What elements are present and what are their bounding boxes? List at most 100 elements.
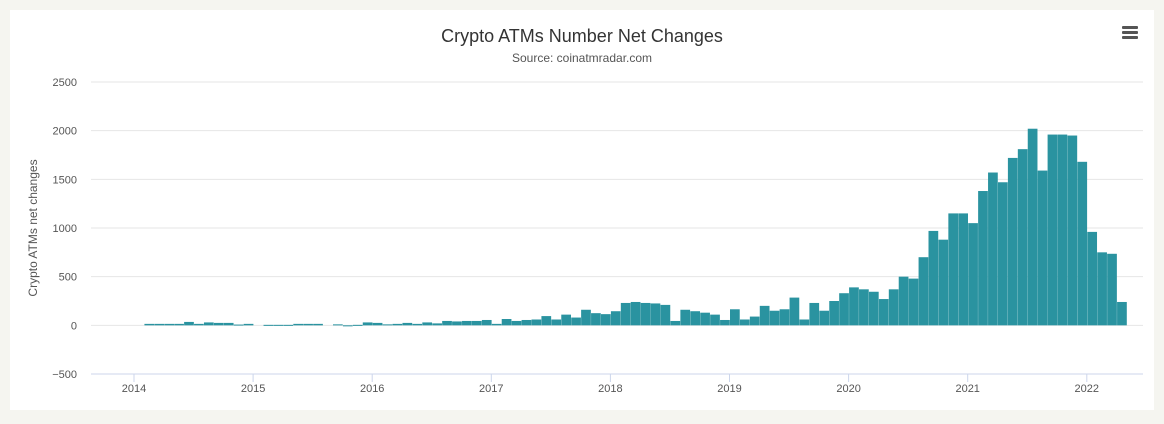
bar[interactable] <box>1077 161 1088 326</box>
bar[interactable] <box>640 302 651 326</box>
bar[interactable] <box>273 324 284 326</box>
bar[interactable] <box>342 325 353 327</box>
bar[interactable] <box>789 297 800 326</box>
bar[interactable] <box>1017 149 1028 326</box>
bar[interactable] <box>194 323 204 326</box>
bar[interactable] <box>1037 170 1048 326</box>
bar[interactable] <box>928 230 939 326</box>
bar[interactable] <box>720 319 730 326</box>
bar[interactable] <box>333 324 343 326</box>
bar[interactable] <box>402 322 413 326</box>
bar[interactable] <box>352 324 363 326</box>
bar[interactable] <box>839 293 849 326</box>
bar[interactable] <box>690 311 701 326</box>
bar[interactable] <box>799 319 810 326</box>
bar[interactable] <box>918 257 929 326</box>
bar[interactable] <box>1057 134 1068 326</box>
bar[interactable] <box>551 319 562 326</box>
bar[interactable] <box>948 213 959 326</box>
bar[interactable] <box>1007 157 1018 326</box>
bar[interactable] <box>878 299 889 326</box>
bar[interactable] <box>412 323 423 326</box>
bar[interactable] <box>1067 135 1078 326</box>
chart-subtitle: Source: coinatmradar.com <box>511 51 653 65</box>
bar[interactable] <box>779 309 790 326</box>
bar[interactable] <box>581 309 591 326</box>
bar[interactable] <box>491 323 502 326</box>
bar[interactable] <box>571 317 581 326</box>
bar[interactable] <box>243 323 254 326</box>
bar[interactable] <box>1047 134 1058 326</box>
chart-card: Crypto ATMs Number Net Changes Source: c… <box>10 10 1154 410</box>
bar[interactable] <box>978 191 988 326</box>
hamburger-menu-icon[interactable] <box>1118 22 1142 42</box>
bar[interactable] <box>849 287 859 326</box>
bar[interactable] <box>313 323 323 326</box>
bar[interactable] <box>769 310 780 326</box>
bar[interactable] <box>531 319 542 326</box>
bar[interactable] <box>521 319 532 326</box>
bar[interactable] <box>164 323 174 326</box>
bar[interactable] <box>620 302 631 326</box>
bar[interactable] <box>829 301 839 326</box>
bar[interactable] <box>700 312 710 326</box>
bar[interactable] <box>809 302 820 326</box>
bar[interactable] <box>283 324 294 326</box>
bar[interactable] <box>422 322 433 326</box>
bar[interactable] <box>610 311 621 326</box>
bar[interactable] <box>908 278 919 326</box>
bar[interactable] <box>442 320 452 326</box>
bar[interactable] <box>501 319 512 326</box>
bar[interactable] <box>1117 301 1127 326</box>
bar[interactable] <box>958 213 968 326</box>
bar[interactable] <box>1027 128 1038 326</box>
bar[interactable] <box>997 182 1008 326</box>
bar[interactable] <box>462 320 472 326</box>
bar[interactable] <box>670 320 681 326</box>
bar[interactable] <box>233 324 244 326</box>
bar[interactable] <box>213 322 224 326</box>
bar[interactable] <box>481 319 492 326</box>
bar[interactable] <box>303 323 313 326</box>
bar[interactable] <box>749 316 760 326</box>
bar[interactable] <box>452 321 462 326</box>
bar[interactable] <box>868 291 879 326</box>
bar[interactable] <box>392 323 403 326</box>
bar[interactable] <box>1097 252 1107 326</box>
bar[interactable] <box>154 323 165 326</box>
bar[interactable] <box>263 324 274 326</box>
bar[interactable] <box>710 314 720 326</box>
bar[interactable] <box>759 305 770 326</box>
bar[interactable] <box>144 323 155 326</box>
bar[interactable] <box>184 321 194 326</box>
bar[interactable] <box>432 323 442 326</box>
bar[interactable] <box>561 314 571 326</box>
bar[interactable] <box>988 172 998 326</box>
bar[interactable] <box>541 316 552 326</box>
bar[interactable] <box>362 322 373 326</box>
bar[interactable] <box>293 323 304 326</box>
bar[interactable] <box>660 304 671 326</box>
bar[interactable] <box>382 324 393 326</box>
bar[interactable] <box>1107 253 1117 326</box>
bar[interactable] <box>591 313 601 326</box>
bar[interactable] <box>898 276 909 326</box>
bar[interactable] <box>968 223 978 326</box>
bar[interactable] <box>600 314 611 326</box>
bar[interactable] <box>938 239 949 326</box>
bar[interactable] <box>223 322 234 326</box>
bar[interactable] <box>203 322 214 326</box>
bar[interactable] <box>511 320 522 326</box>
bar[interactable] <box>372 322 383 326</box>
bar[interactable] <box>819 310 830 326</box>
bar[interactable] <box>859 289 869 326</box>
bar[interactable] <box>1087 231 1098 326</box>
bar[interactable] <box>174 323 184 326</box>
bar[interactable] <box>630 301 641 326</box>
bar[interactable] <box>888 289 899 326</box>
bar[interactable] <box>739 319 750 326</box>
bar[interactable] <box>680 309 691 326</box>
bar[interactable] <box>471 320 482 326</box>
bar[interactable] <box>730 309 740 326</box>
bar[interactable] <box>650 303 661 326</box>
